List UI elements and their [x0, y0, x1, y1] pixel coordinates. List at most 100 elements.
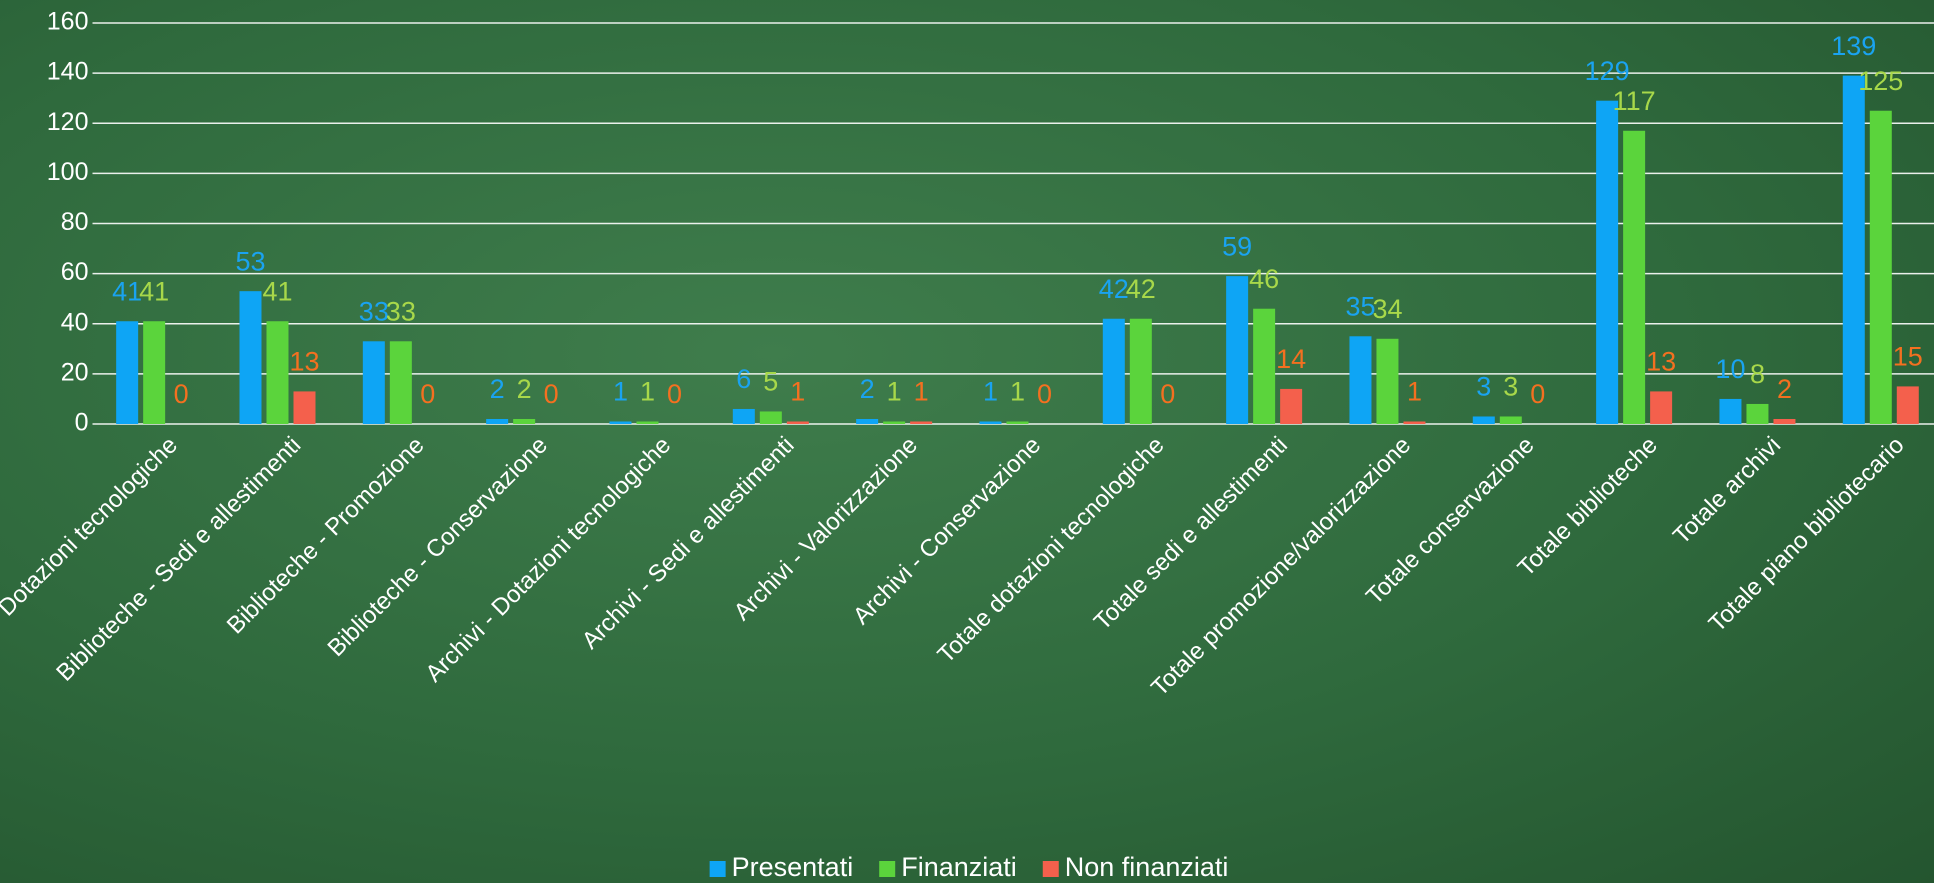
- bar: [266, 321, 288, 424]
- x-tick-label: Biblioteche - Conservazione: [322, 432, 552, 662]
- y-tick-label: 80: [61, 208, 89, 236]
- bar: [636, 421, 658, 424]
- value-label: 2: [517, 374, 532, 404]
- value-label: 0: [1160, 379, 1175, 409]
- y-tick-label: 120: [47, 108, 89, 136]
- y-tick-label: 160: [47, 8, 89, 36]
- value-label: 13: [289, 347, 319, 377]
- value-label: 1: [790, 377, 805, 407]
- bar: [1773, 419, 1795, 424]
- value-label: 0: [544, 379, 559, 409]
- value-label: 33: [386, 296, 416, 326]
- value-label: 0: [1037, 379, 1052, 409]
- value-label: 6: [736, 364, 751, 394]
- bar: [910, 421, 932, 424]
- bar: [733, 409, 755, 424]
- bar: [1746, 404, 1768, 424]
- value-label: 0: [174, 379, 189, 409]
- bar: [1006, 421, 1028, 424]
- bar: [856, 419, 878, 424]
- bar: [1376, 339, 1398, 424]
- bar: [1870, 111, 1892, 424]
- value-label: 1: [613, 377, 628, 407]
- x-tick-label: Archivi - Dotazioni tecnologiche: [420, 432, 676, 688]
- x-tick-label: Totale dotazioni tecnologiche: [932, 432, 1169, 669]
- bar: [883, 421, 905, 424]
- value-label: 42: [1126, 274, 1156, 304]
- bar: [1500, 416, 1522, 424]
- value-label: 41: [139, 276, 169, 306]
- value-label: 10: [1715, 354, 1745, 384]
- value-label: 34: [1372, 294, 1402, 324]
- bar: [1349, 336, 1371, 424]
- bar: [760, 411, 782, 424]
- y-tick-label: 40: [61, 308, 89, 336]
- x-tick-label: Archivi - Sedi e allestimenti: [577, 432, 800, 655]
- bar: [1897, 386, 1919, 424]
- x-tick-label: Totale promozione/valorizzazione: [1146, 432, 1416, 702]
- bar: [787, 421, 809, 424]
- value-label: 41: [262, 276, 292, 306]
- value-label: 59: [1222, 231, 1252, 261]
- value-label: 5: [763, 367, 778, 397]
- y-tick-label: 20: [61, 358, 89, 386]
- value-label: 15: [1893, 342, 1923, 372]
- legend-label: Presentati: [732, 852, 854, 882]
- value-label: 1: [983, 377, 998, 407]
- bar: [1403, 421, 1425, 424]
- legend-swatch: [710, 861, 726, 877]
- bar: [979, 421, 1001, 424]
- bar: [390, 341, 412, 424]
- value-label: 1: [1010, 377, 1025, 407]
- legend-label: Finanziati: [901, 852, 1017, 882]
- bar: [1650, 391, 1672, 424]
- value-label: 139: [1831, 31, 1876, 61]
- value-label: 129: [1585, 56, 1630, 86]
- value-label: 117: [1613, 86, 1656, 116]
- value-label: 13: [1646, 347, 1676, 377]
- y-tick-label: 140: [47, 58, 89, 86]
- bar: [1103, 319, 1125, 424]
- legend-swatch: [1043, 861, 1059, 877]
- bar: [363, 341, 385, 424]
- value-label: 53: [235, 246, 265, 276]
- bar: [513, 419, 535, 424]
- value-label: 2: [1777, 374, 1792, 404]
- x-tick-label: Totale piano bibliotecario: [1704, 432, 1910, 638]
- value-label: 41: [112, 276, 142, 306]
- value-label: 33: [359, 296, 389, 326]
- value-label: 2: [860, 374, 875, 404]
- bar: [1280, 389, 1302, 424]
- bar: [293, 391, 315, 424]
- value-label: 3: [1476, 372, 1491, 402]
- bar: [486, 419, 508, 424]
- x-tick-label: Totale archivi: [1668, 432, 1786, 550]
- value-label: 8: [1750, 359, 1765, 389]
- value-label: 1: [640, 377, 655, 407]
- y-tick-label: 100: [47, 158, 89, 186]
- value-label: 14: [1276, 344, 1306, 374]
- value-label: 1: [914, 377, 929, 407]
- value-label: 1: [1407, 377, 1422, 407]
- value-label: 125: [1858, 66, 1903, 96]
- bar: [1596, 101, 1618, 424]
- bar: [239, 291, 261, 424]
- bar: [1226, 276, 1248, 424]
- bar: [143, 321, 165, 424]
- value-label: 42: [1099, 274, 1129, 304]
- y-tick-label: 0: [75, 409, 89, 437]
- value-label: 0: [1530, 379, 1545, 409]
- page: {"chart_data": {"type": "bar", "categori…: [0, 0, 1934, 883]
- legend-label: Non finanziati: [1065, 852, 1229, 882]
- chart: 02040608010012014016041410Biblioteche - …: [0, 0, 1934, 883]
- y-tick-label: 60: [61, 258, 89, 286]
- x-tick-label: Biblioteche - Promozione: [222, 432, 430, 640]
- bar: [1473, 416, 1495, 424]
- bar: [116, 321, 138, 424]
- bar: [1130, 319, 1152, 424]
- bar: [609, 421, 631, 424]
- value-label: 0: [667, 379, 682, 409]
- value-label: 46: [1249, 264, 1279, 294]
- bar: [1253, 309, 1275, 424]
- value-label: 0: [420, 379, 435, 409]
